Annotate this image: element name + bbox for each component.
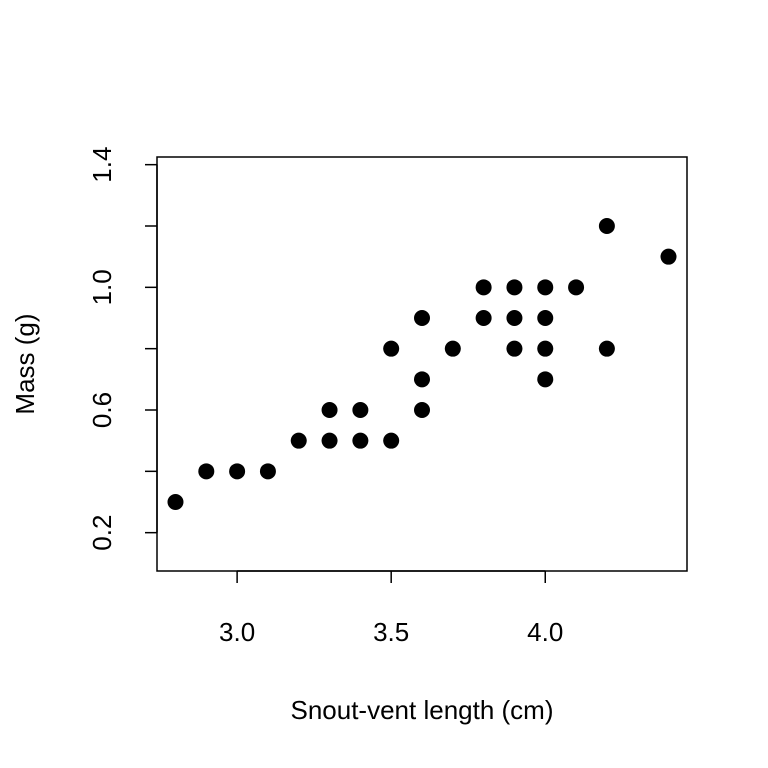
data-point bbox=[568, 279, 585, 296]
data-point bbox=[167, 494, 184, 510]
x-axis: 3.0 3.5 4.0 bbox=[219, 570, 563, 647]
data-point bbox=[475, 310, 492, 326]
data-point bbox=[537, 371, 554, 388]
data-point bbox=[598, 218, 615, 234]
data-point bbox=[414, 371, 430, 388]
y-axis-label: Mass (g) bbox=[10, 313, 40, 414]
data-point bbox=[475, 279, 492, 296]
data-point bbox=[259, 463, 276, 480]
data-point bbox=[598, 340, 615, 357]
data-point bbox=[506, 279, 523, 296]
y-axis: 0.2 0.6 1.0 1.4 bbox=[87, 147, 158, 551]
data-point bbox=[352, 402, 369, 418]
x-tick-label: 3.5 bbox=[373, 617, 409, 647]
data-point bbox=[444, 340, 461, 357]
y-tick-label: 0.2 bbox=[87, 515, 117, 551]
data-point bbox=[383, 340, 400, 357]
data-points bbox=[167, 218, 677, 510]
data-point bbox=[506, 310, 523, 326]
x-tick-label: 4.0 bbox=[527, 617, 563, 647]
x-axis-label: Snout-vent length (cm) bbox=[290, 695, 553, 725]
data-point bbox=[290, 432, 307, 449]
data-point bbox=[352, 432, 369, 449]
y-tick-label: 1.4 bbox=[87, 147, 117, 183]
y-tick-label: 0.6 bbox=[87, 392, 117, 428]
data-point bbox=[414, 310, 430, 326]
data-point bbox=[414, 402, 430, 418]
data-point bbox=[660, 248, 677, 265]
y-tick-label: 1.0 bbox=[87, 269, 117, 305]
x-tick-label: 3.0 bbox=[219, 617, 255, 647]
data-point bbox=[537, 279, 554, 296]
data-point bbox=[198, 463, 215, 480]
data-point bbox=[229, 463, 246, 480]
data-point bbox=[321, 402, 338, 418]
data-point bbox=[537, 310, 554, 326]
data-point bbox=[537, 340, 554, 357]
data-point bbox=[321, 432, 338, 449]
data-point bbox=[383, 432, 400, 449]
data-point bbox=[506, 340, 523, 357]
